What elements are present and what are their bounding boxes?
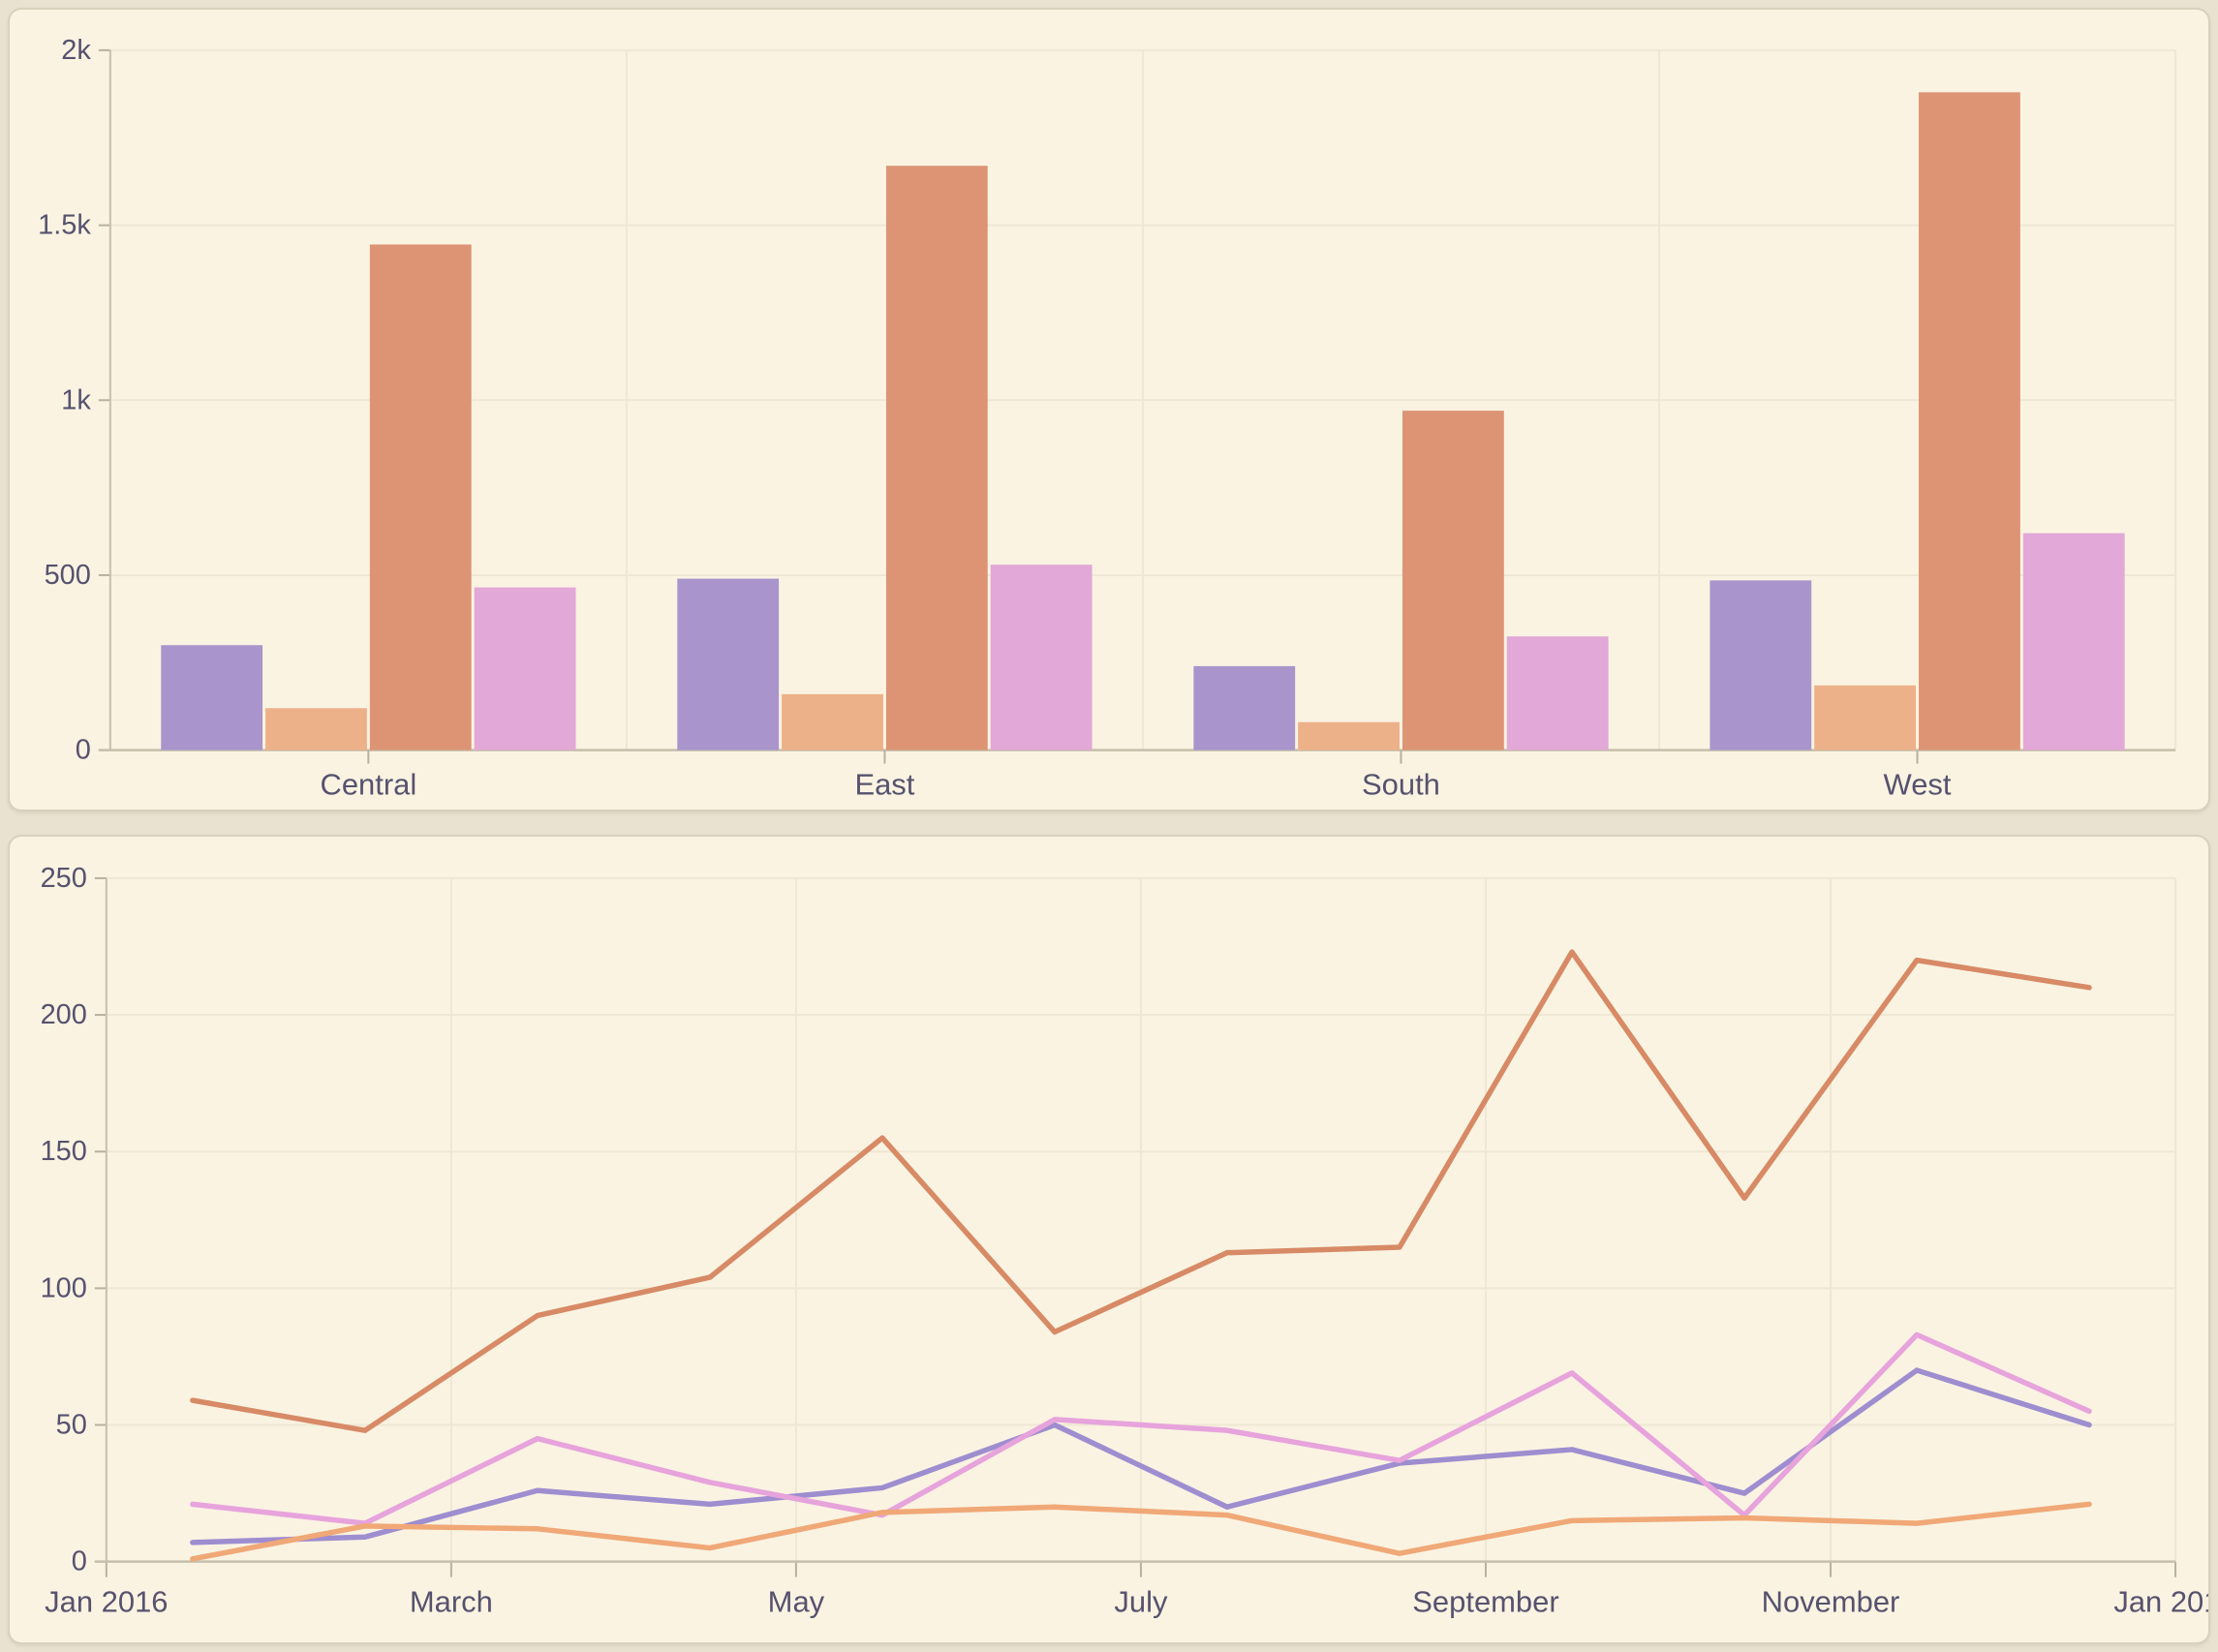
bar-south-series-purple [1193, 665, 1296, 750]
line-chart: 0 50 100 150 200 250 Jan 2016 March May July Septe… [41, 863, 2208, 1619]
bar-central-series-purple [161, 645, 263, 750]
x-axis-label: South [1362, 768, 1440, 802]
bar-central-series-pink [474, 587, 576, 750]
x-axis-label: May [768, 1585, 825, 1619]
bar-chart-panel: 0 500 1k 1.5k 2k Central East South West [8, 8, 2210, 812]
x-axis-label: July [1114, 1585, 1168, 1619]
bar-west-series-purple [1710, 580, 1812, 750]
bar-east-series-pink [990, 565, 1093, 750]
bar-west-series-salmon [1919, 92, 2020, 750]
bar-central-series-light-orange [265, 708, 367, 750]
x-axis-label: Jan 2017 [2113, 1585, 2208, 1619]
x-axis-label: March [410, 1585, 493, 1619]
y-axis-label: 50 [56, 1410, 87, 1441]
y-axis-label: 0 [72, 1546, 87, 1577]
bar-series-light-orange [265, 685, 1917, 750]
bar-series-purple [161, 578, 1812, 750]
y-axis-label: 150 [41, 1136, 87, 1167]
line-chart-panel: 0 50 100 150 200 250 Jan 2016 March May July Septe… [8, 835, 2210, 1644]
bar-west-series-pink [2022, 533, 2125, 750]
x-axis-label: Central [320, 768, 416, 802]
bar-chart: 0 500 1k 1.5k 2k Central East South West [38, 35, 2177, 802]
bar-west-series-light-orange [1814, 685, 1917, 750]
y-axis-label: 1k [61, 384, 91, 415]
x-axis-label: East [854, 768, 914, 802]
line-series-light-orange [190, 1501, 2092, 1562]
bar-south-series-salmon [1402, 411, 1504, 750]
bar-east-series-purple [677, 578, 780, 750]
y-axis-label: 0 [76, 735, 91, 766]
y-axis-label: 500 [45, 560, 91, 591]
bar-east-series-salmon [885, 166, 988, 750]
x-axis-label: November [1762, 1585, 1900, 1619]
y-axis-label: 200 [41, 999, 87, 1030]
x-axis-label: September [1412, 1585, 1558, 1619]
bar-series-pink [474, 533, 2125, 750]
line-series-salmon [190, 949, 2092, 1433]
x-axis-label: West [1884, 768, 1952, 802]
y-axis-label: 100 [41, 1272, 87, 1303]
bar-south-series-light-orange [1298, 721, 1400, 750]
bar-south-series-pink [1506, 636, 1609, 750]
x-axis-label: Jan 2016 [45, 1585, 168, 1619]
y-axis-label: 2k [61, 35, 91, 66]
line-series-purple [190, 1367, 2092, 1545]
y-axis-label: 1.5k [38, 210, 91, 241]
line-series-pink [190, 1331, 2092, 1526]
bar-east-series-light-orange [782, 693, 883, 750]
y-axis-label: 250 [41, 863, 87, 894]
bar-central-series-salmon [369, 244, 472, 750]
bar-series-salmon [369, 92, 2020, 750]
